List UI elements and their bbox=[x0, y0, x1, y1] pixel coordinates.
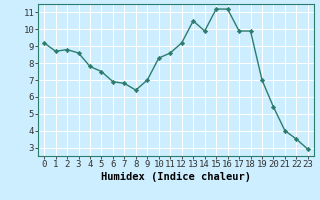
X-axis label: Humidex (Indice chaleur): Humidex (Indice chaleur) bbox=[101, 172, 251, 182]
